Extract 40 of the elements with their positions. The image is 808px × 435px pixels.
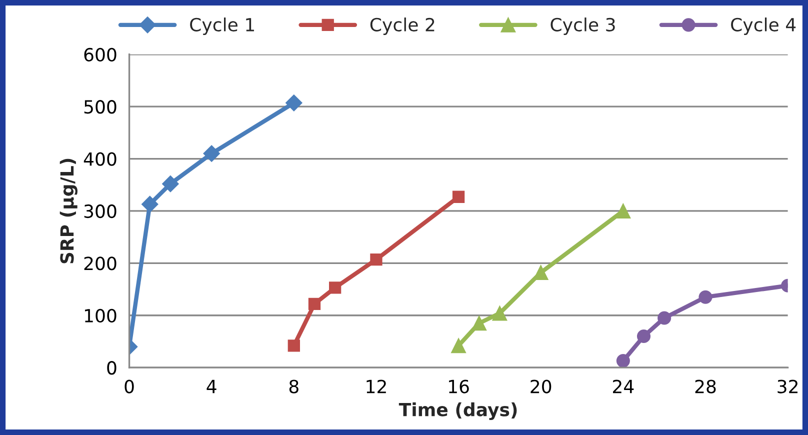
legend-label: Cycle 4 xyxy=(731,18,796,35)
point xyxy=(141,196,158,213)
y-tick-label: 0 xyxy=(107,361,116,375)
point xyxy=(328,282,342,294)
point xyxy=(451,338,466,354)
x-tick-label: 4 xyxy=(206,380,216,394)
point xyxy=(452,190,465,203)
x-tick-label: 12 xyxy=(366,380,386,394)
x-tick-label: 20 xyxy=(530,380,552,394)
x-tick-label: 8 xyxy=(289,380,298,394)
x-tick-label: 16 xyxy=(449,380,469,394)
y-tick-label: 400 xyxy=(84,152,116,166)
y-tick-label: 200 xyxy=(84,256,116,270)
point xyxy=(616,354,630,368)
point xyxy=(286,94,302,112)
y-axis-title: SRP (µg/L) xyxy=(60,158,78,264)
x-tick-label: 0 xyxy=(124,380,134,394)
point xyxy=(636,329,651,344)
point xyxy=(308,298,321,310)
point xyxy=(370,253,382,266)
point xyxy=(698,290,712,304)
legend-label: Cycle 3 xyxy=(550,18,615,35)
point xyxy=(658,311,672,325)
x-tick-label: 28 xyxy=(695,380,716,394)
y-tick-label: 100 xyxy=(84,308,116,322)
y-tick-label: 600 xyxy=(84,48,116,62)
x-axis-title: Time (days) xyxy=(398,402,517,420)
point xyxy=(203,145,220,162)
point xyxy=(288,340,300,352)
point xyxy=(616,204,631,218)
point xyxy=(162,175,179,192)
point xyxy=(472,316,487,331)
legend-label: Cycle 2 xyxy=(370,18,434,35)
x-tick-label: 24 xyxy=(613,380,634,394)
legend-label: Cycle 1 xyxy=(190,18,254,35)
y-tick-label: 300 xyxy=(84,204,116,218)
point xyxy=(533,265,548,280)
point xyxy=(492,306,508,321)
x-tick-label: 32 xyxy=(778,380,798,394)
y-tick-label: 500 xyxy=(84,100,116,114)
